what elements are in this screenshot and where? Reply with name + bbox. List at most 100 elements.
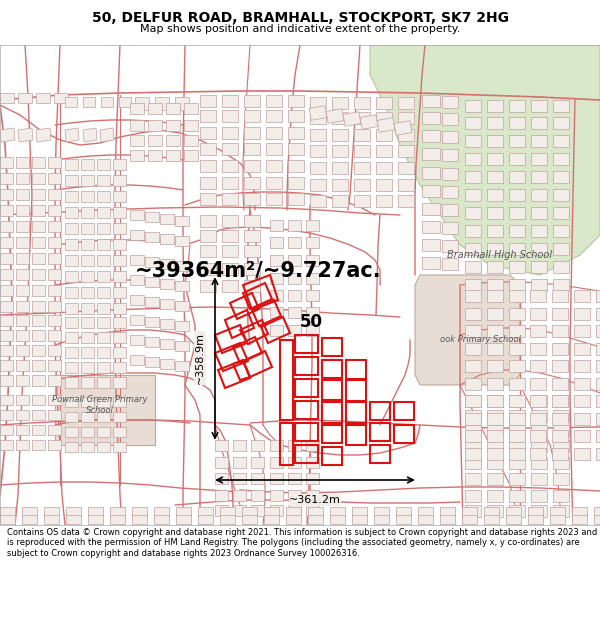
Polygon shape <box>574 448 590 460</box>
Polygon shape <box>48 173 61 184</box>
Polygon shape <box>0 205 13 216</box>
Polygon shape <box>530 430 546 442</box>
Polygon shape <box>145 277 159 287</box>
Polygon shape <box>32 425 45 435</box>
Polygon shape <box>32 205 45 216</box>
Polygon shape <box>97 427 110 437</box>
Polygon shape <box>48 315 61 326</box>
Polygon shape <box>442 96 458 108</box>
Polygon shape <box>200 110 216 122</box>
Polygon shape <box>530 395 546 407</box>
Polygon shape <box>531 189 547 201</box>
Polygon shape <box>531 225 547 237</box>
Polygon shape <box>332 179 348 191</box>
Polygon shape <box>266 177 282 189</box>
Polygon shape <box>81 207 94 218</box>
Polygon shape <box>465 448 481 460</box>
Polygon shape <box>531 117 547 129</box>
Polygon shape <box>550 507 565 516</box>
Text: Pownall Green Primary
School: Pownall Green Primary School <box>52 395 148 415</box>
Polygon shape <box>48 360 61 371</box>
Polygon shape <box>222 110 238 122</box>
Text: ook Primary School: ook Primary School <box>440 336 520 344</box>
Polygon shape <box>48 375 61 386</box>
Polygon shape <box>465 290 481 302</box>
Polygon shape <box>442 149 458 161</box>
Polygon shape <box>553 261 569 273</box>
Polygon shape <box>422 257 440 269</box>
Polygon shape <box>145 232 159 242</box>
Polygon shape <box>48 345 61 356</box>
Polygon shape <box>487 135 503 147</box>
Polygon shape <box>306 237 319 248</box>
Text: Bramhall High School: Bramhall High School <box>448 250 553 260</box>
Polygon shape <box>222 177 238 189</box>
Polygon shape <box>487 395 503 407</box>
Polygon shape <box>531 505 547 517</box>
Polygon shape <box>222 230 238 242</box>
Polygon shape <box>552 430 568 442</box>
Polygon shape <box>16 395 29 405</box>
Polygon shape <box>130 230 144 240</box>
Polygon shape <box>418 507 433 516</box>
Polygon shape <box>306 255 319 266</box>
Polygon shape <box>215 440 228 451</box>
Polygon shape <box>270 255 283 266</box>
Polygon shape <box>0 221 13 232</box>
Polygon shape <box>264 515 279 524</box>
Polygon shape <box>100 128 114 142</box>
Polygon shape <box>310 97 326 109</box>
Polygon shape <box>130 335 144 345</box>
Polygon shape <box>251 457 264 468</box>
Polygon shape <box>97 362 110 373</box>
Polygon shape <box>509 395 525 407</box>
Polygon shape <box>465 135 481 147</box>
Polygon shape <box>97 175 110 186</box>
Polygon shape <box>370 45 600 275</box>
Polygon shape <box>306 490 319 501</box>
Polygon shape <box>509 505 525 517</box>
Polygon shape <box>326 109 344 123</box>
Polygon shape <box>148 103 162 114</box>
Polygon shape <box>175 97 189 110</box>
Polygon shape <box>308 507 323 516</box>
Polygon shape <box>130 150 144 161</box>
Polygon shape <box>531 490 547 502</box>
Polygon shape <box>130 210 144 220</box>
Polygon shape <box>113 427 126 437</box>
Polygon shape <box>175 361 189 371</box>
Polygon shape <box>81 427 94 437</box>
Polygon shape <box>65 175 78 186</box>
Polygon shape <box>32 330 45 341</box>
Polygon shape <box>0 410 13 420</box>
Polygon shape <box>465 410 481 422</box>
Polygon shape <box>48 253 61 264</box>
Polygon shape <box>332 162 348 174</box>
Polygon shape <box>0 301 13 312</box>
Polygon shape <box>97 412 110 422</box>
Polygon shape <box>101 97 113 107</box>
Polygon shape <box>130 103 144 114</box>
Polygon shape <box>16 285 29 296</box>
Polygon shape <box>16 440 29 450</box>
Polygon shape <box>553 440 569 452</box>
Polygon shape <box>596 448 600 460</box>
Polygon shape <box>440 507 455 516</box>
Polygon shape <box>160 259 174 269</box>
Polygon shape <box>288 273 301 284</box>
Polygon shape <box>531 100 547 112</box>
Polygon shape <box>0 345 13 356</box>
Polygon shape <box>487 413 503 425</box>
Polygon shape <box>215 505 228 516</box>
Polygon shape <box>487 325 503 337</box>
Polygon shape <box>222 127 238 139</box>
Polygon shape <box>113 223 126 234</box>
Polygon shape <box>354 112 370 124</box>
Polygon shape <box>0 315 13 326</box>
Polygon shape <box>220 507 235 516</box>
Polygon shape <box>484 507 499 516</box>
Polygon shape <box>222 245 238 257</box>
Polygon shape <box>160 319 174 329</box>
Polygon shape <box>509 360 525 372</box>
Polygon shape <box>442 168 458 180</box>
